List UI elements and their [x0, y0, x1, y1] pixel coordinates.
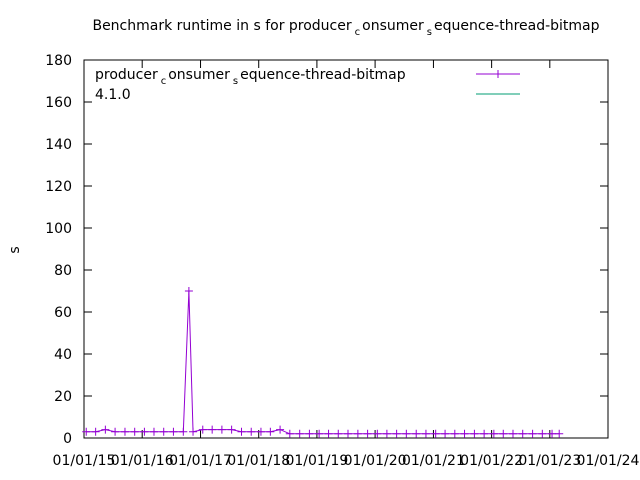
text-part: equence-thread-bitmap: [240, 67, 406, 83]
x-tick-label: 01/01/24: [577, 453, 640, 469]
point-marker: [450, 429, 459, 438]
point-marker: [208, 425, 217, 434]
text-part: Benchmark runtime in s for producer: [92, 18, 351, 34]
x-tick-label: 01/01/21: [402, 453, 465, 469]
point-marker: [353, 429, 362, 438]
point-marker: [548, 429, 557, 438]
point-marker: [334, 429, 343, 438]
legend-label: 4.1.0: [95, 87, 131, 103]
point-marker: [217, 425, 226, 434]
point-marker: [363, 429, 372, 438]
legend-label: producer c onsumer s equence-thread-bitmap: [95, 67, 406, 87]
point-marker: [285, 429, 294, 438]
point-marker: [149, 427, 158, 436]
point-marker: [470, 429, 479, 438]
point-marker: [508, 429, 517, 438]
x-tick-label: 01/01/19: [285, 453, 348, 469]
point-marker: [412, 429, 421, 438]
point-marker: [343, 429, 352, 438]
point-marker: [441, 429, 450, 438]
point-marker: [237, 427, 246, 436]
y-tick-label: 100: [45, 221, 72, 237]
point-marker: [82, 427, 91, 436]
y-axis-label: s: [7, 246, 23, 253]
point-marker: [305, 429, 314, 438]
point-marker: [247, 427, 256, 436]
point-marker: [460, 429, 469, 438]
point-marker: [184, 287, 193, 295]
y-tick-label: 180: [45, 53, 72, 69]
point-marker: [555, 429, 564, 438]
y-tick-label: 0: [63, 431, 72, 447]
subscript-text: s: [427, 27, 432, 38]
x-tick-label: 01/01/20: [344, 453, 407, 469]
point-marker: [266, 427, 275, 436]
x-tick-label: 01/01/22: [460, 453, 523, 469]
text-part: equence-thread-bitmap: [434, 18, 600, 34]
point-marker: [373, 429, 382, 438]
text-part: 4.1.0: [95, 87, 131, 103]
point-marker: [315, 429, 324, 438]
y-tick-label: 60: [54, 305, 72, 321]
y-tick-label: 160: [45, 95, 72, 111]
point-marker: [480, 429, 489, 438]
plot-border: [83, 59, 609, 439]
x-tick-label: 01/01/16: [111, 453, 174, 469]
point-marker: [528, 429, 537, 438]
x-tick-label: 01/01/23: [518, 453, 581, 469]
legend-marker: [494, 70, 502, 78]
text-part: onsumer: [168, 67, 230, 83]
point-marker: [431, 429, 440, 438]
point-marker: [402, 429, 411, 438]
y-tick-label: 20: [54, 389, 72, 405]
y-tick-label: 80: [54, 263, 72, 279]
subscript-text: s: [233, 76, 238, 87]
subscript-text: c: [161, 76, 167, 87]
point-marker: [256, 427, 265, 436]
point-marker: [91, 427, 100, 436]
subscript-text: c: [355, 27, 361, 38]
point-marker: [101, 425, 110, 434]
point-marker: [382, 429, 391, 438]
point-marker: [489, 429, 498, 438]
point-marker: [227, 425, 236, 434]
point-marker: [518, 429, 527, 438]
point-marker: [179, 427, 188, 436]
point-marker: [295, 429, 304, 438]
x-tick-label: 01/01/18: [227, 453, 290, 469]
point-marker: [169, 427, 178, 436]
point-marker: [538, 429, 547, 438]
point-marker: [499, 429, 508, 438]
point-marker: [120, 427, 129, 436]
point-marker: [392, 429, 401, 438]
point-marker: [159, 427, 168, 436]
x-tick-label: 01/01/17: [169, 453, 232, 469]
y-tick-label: 40: [54, 347, 72, 363]
point-marker: [198, 425, 207, 434]
point-marker: [140, 427, 149, 436]
point-marker: [421, 429, 430, 438]
x-tick-label: 01/01/15: [53, 453, 116, 469]
point-marker: [189, 427, 198, 436]
chart-title: Benchmark runtime in s for producer c onsu…: [92, 18, 599, 38]
point-marker: [111, 427, 120, 436]
text-part: onsumer: [362, 18, 424, 34]
text-part: producer: [95, 67, 158, 83]
y-tick-label: 120: [45, 179, 72, 195]
y-tick-label: 140: [45, 137, 72, 153]
point-marker: [324, 429, 333, 438]
point-marker: [276, 425, 285, 434]
point-marker: [130, 427, 139, 436]
